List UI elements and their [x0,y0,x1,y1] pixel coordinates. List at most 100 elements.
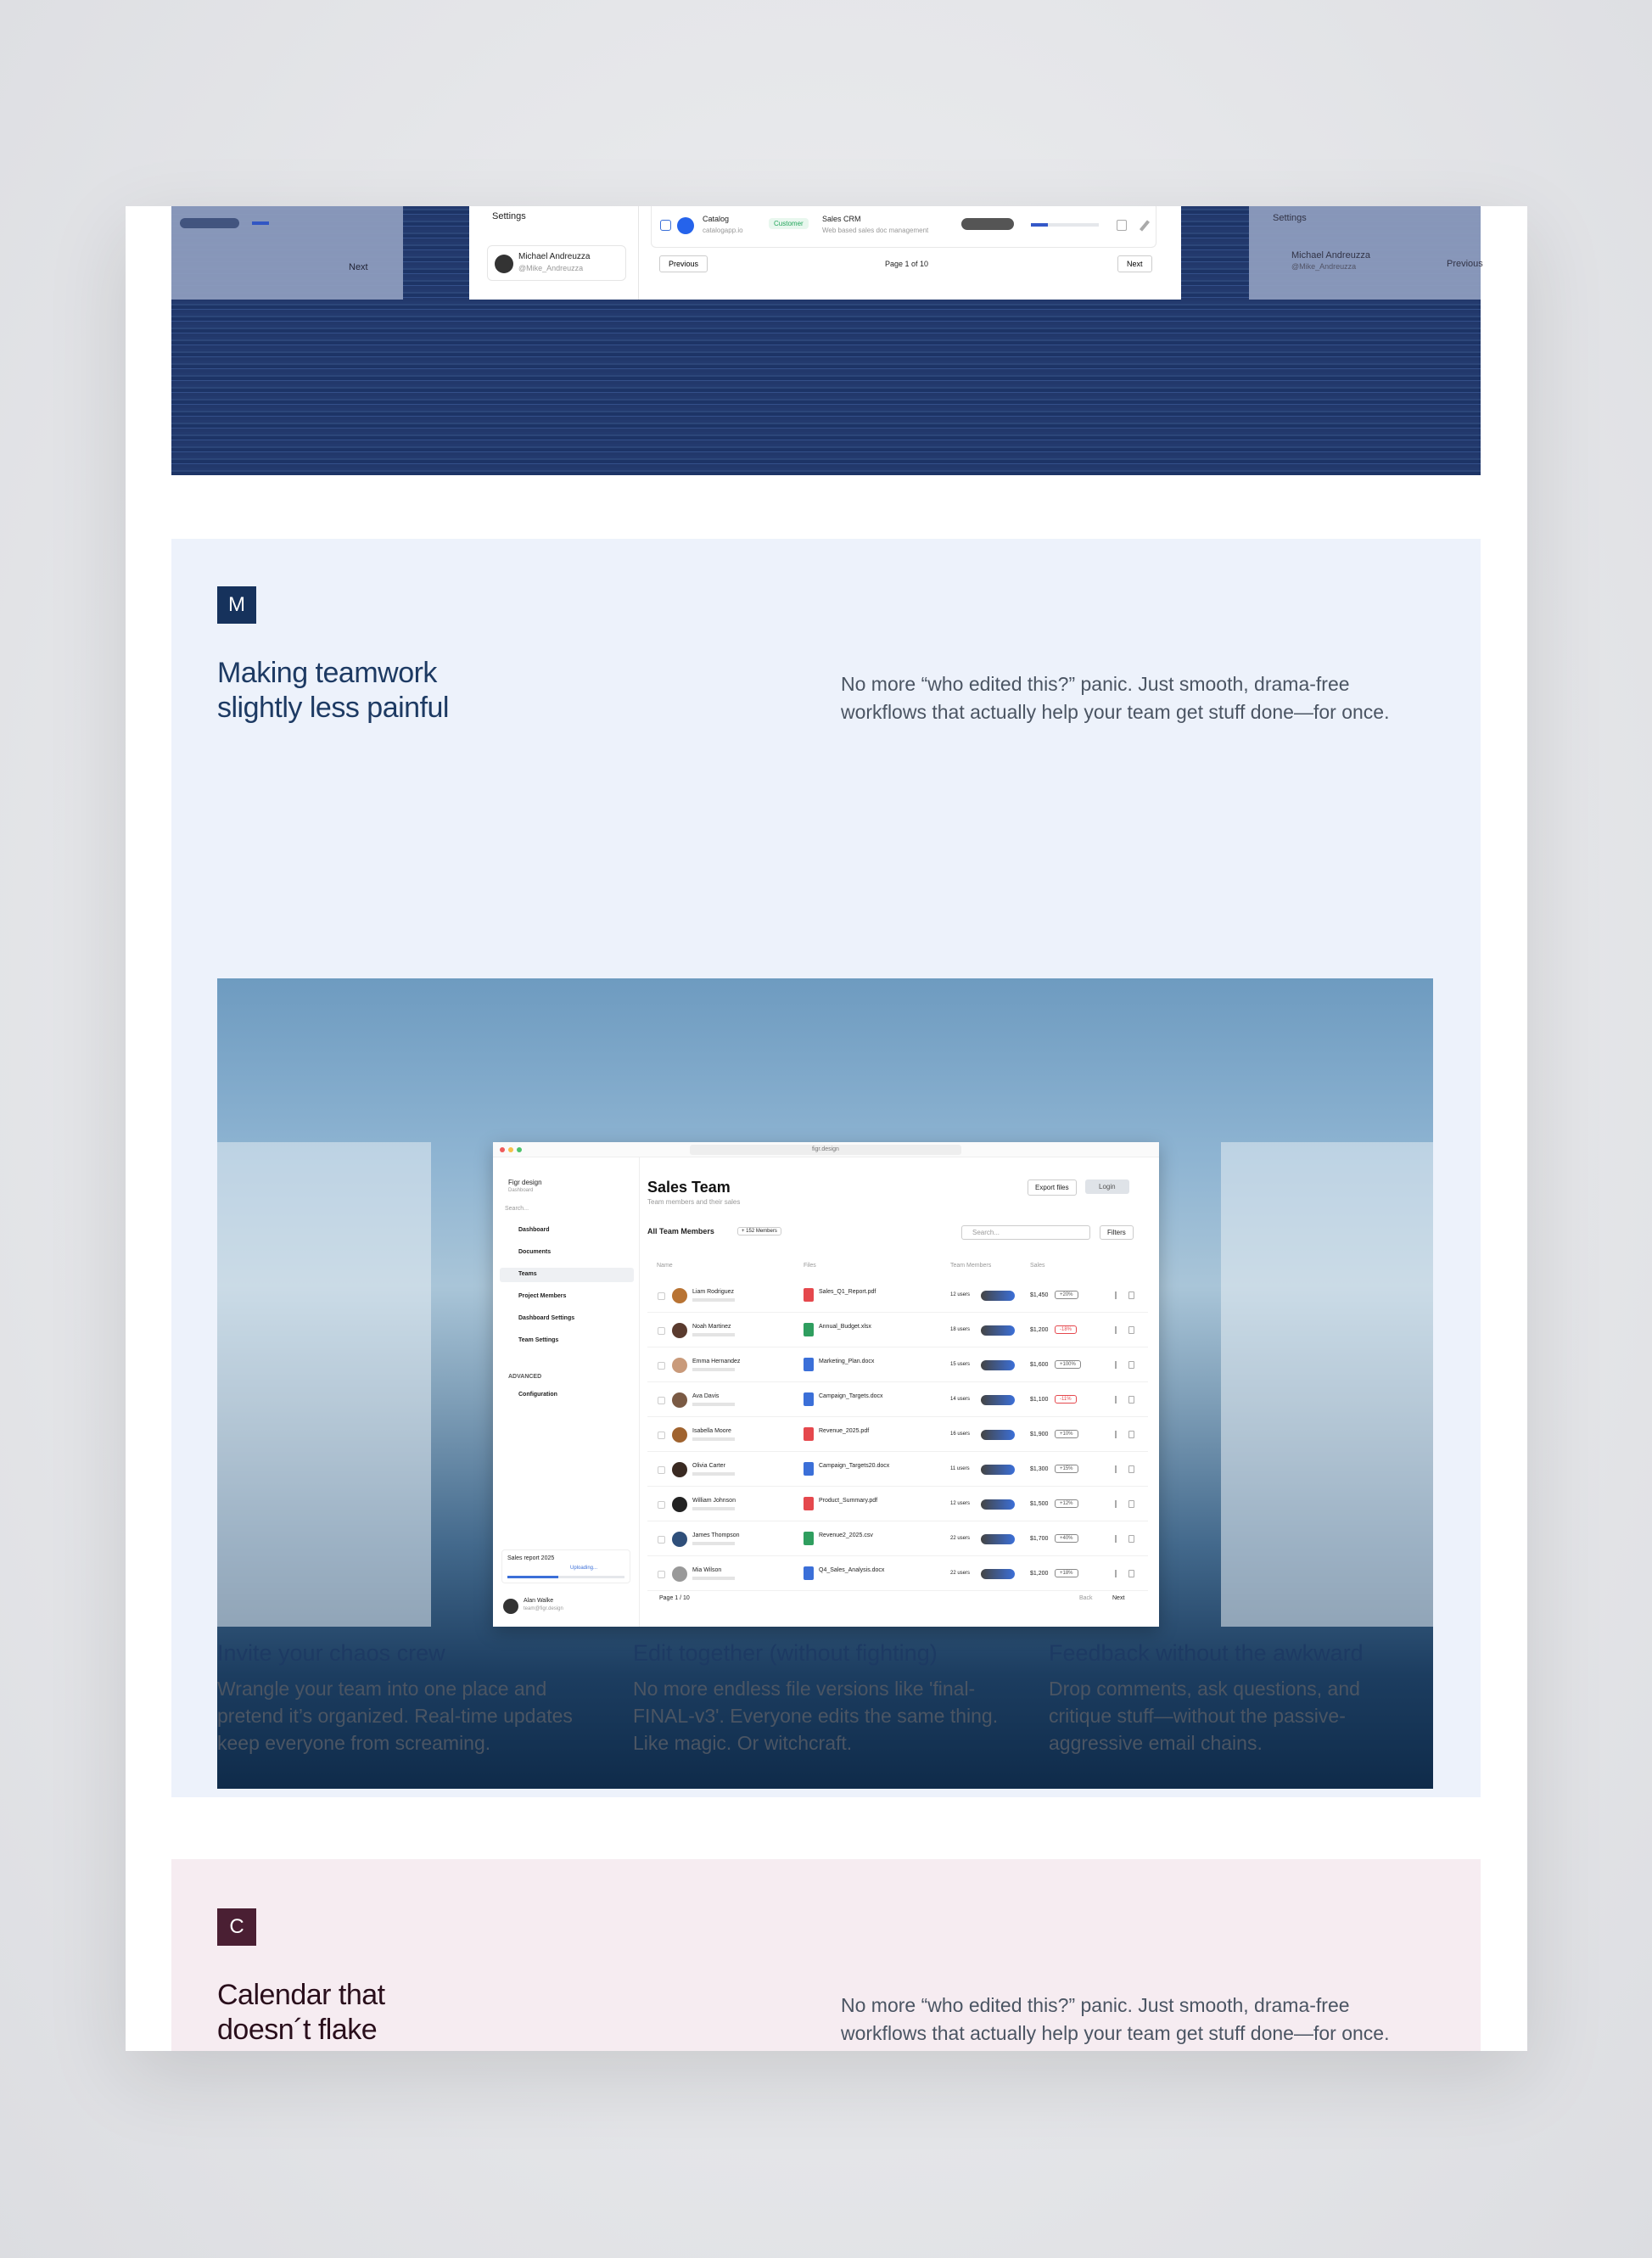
file-icon [804,1566,814,1580]
change-badge: +40% [1055,1534,1078,1543]
team-avatars [981,1499,1015,1510]
team-avatars [981,1360,1015,1370]
delete-icon[interactable] [1128,1361,1134,1369]
table-search[interactable]: Search... [961,1225,1090,1240]
nav-item[interactable]: Documents [518,1249,552,1255]
more-icon[interactable] [1115,1361,1117,1369]
title-line: doesn´t flake [217,2014,378,2046]
checkbox[interactable] [658,1362,665,1370]
more-icon[interactable] [1115,1431,1117,1438]
nav-item[interactable]: Team Settings [518,1337,559,1343]
checkbox[interactable] [658,1397,665,1404]
checkbox[interactable] [658,1432,665,1439]
checkbox[interactable] [658,1571,665,1578]
team-avatars [981,1465,1015,1475]
mockup-subtitle: Team members and their sales [647,1198,741,1206]
member-mail-line [692,1403,735,1406]
brand-sub: Dashboard [508,1188,534,1193]
user-box[interactable]: Michael Andreuzza @Mike_Andreuzza [487,245,626,281]
more-icon[interactable] [1115,1396,1117,1404]
member-name: Mia Wilson [692,1567,722,1573]
change-badge: +100% [1055,1360,1081,1369]
delete-icon[interactable] [1128,1570,1134,1577]
feature-text: FINAL-v3'. Everyone edits the same thing… [633,1705,999,1727]
member-name: James Thompson [692,1532,740,1538]
settings-label: Settings [492,211,526,221]
delete-icon[interactable] [1128,1465,1134,1473]
app-panel: Settings Michael Andreuzza @Mike_Andreuz… [469,206,1181,300]
team-avatars [981,1569,1015,1579]
file-icon [804,1288,814,1302]
checkbox[interactable] [658,1292,665,1300]
more-icon[interactable] [1115,1291,1117,1299]
product: Sales CRM [822,215,861,223]
feature-text: critique stuff—without the passive- [1049,1705,1346,1727]
more-icon[interactable] [1115,1326,1117,1334]
checkbox[interactable] [658,1501,665,1509]
nav-item[interactable]: Teams [518,1271,537,1277]
feature-text: keep everyone from screaming. [217,1732,491,1754]
checkbox[interactable] [658,1536,665,1544]
file-name: Product_Summary.pdf [819,1498,878,1504]
more-icon[interactable] [1115,1570,1117,1577]
checkbox[interactable] [658,1327,665,1335]
file-name: Campaign_Targets20.docx [819,1463,890,1469]
row-divider [647,1590,1148,1591]
nav-item[interactable]: Configuration [518,1392,557,1398]
user-handle: @Mike_Andreuzza [518,264,584,272]
checkbox[interactable] [658,1466,665,1474]
title-line: Making teamwork [217,657,437,689]
page-indicator: Page 1 of 10 [885,260,929,268]
previous-button[interactable]: Previous [659,255,708,272]
intro-line: workflows that actually help your team g… [841,2022,1390,2044]
more-icon[interactable] [1115,1465,1117,1473]
change-badge: +20% [1055,1291,1078,1299]
row-divider [647,1416,1148,1417]
nav-item[interactable]: Dashboard Settings [518,1315,575,1321]
next-button[interactable]: Next [1117,255,1152,272]
section-title: Making teamwork slightly less painful [217,656,449,726]
nav-item[interactable]: Dashboard [518,1227,550,1233]
delete-icon[interactable] [1128,1535,1134,1543]
delete-icon[interactable] [1128,1326,1134,1334]
upload-progress [507,1576,624,1578]
back-button[interactable]: Back [1079,1595,1093,1601]
team-size: 11 users [950,1466,970,1471]
member-mail-line [692,1472,735,1476]
delete-icon[interactable] [1128,1431,1134,1438]
team-avatars [981,1291,1015,1301]
more-icon[interactable] [1115,1500,1117,1508]
team-size: 12 users [950,1501,971,1506]
faded-mockup [217,1142,431,1627]
sidebar-search[interactable]: Search... [505,1206,529,1212]
more-icon[interactable] [1115,1535,1117,1543]
intro-line: workflows that actually help your team g… [841,701,1390,723]
delete-icon[interactable] [1128,1396,1134,1404]
team-size: 22 users [950,1536,971,1541]
export-button[interactable]: Export files [1028,1179,1077,1196]
edit-icon[interactable] [1139,220,1151,232]
filters-button[interactable]: Filters [1100,1225,1134,1240]
member-mail-line [692,1507,735,1510]
delete-icon[interactable] [1128,1291,1134,1299]
sales: $1,900 [1030,1432,1049,1437]
delete-icon[interactable] [1117,220,1127,231]
next-button[interactable]: Next [1112,1595,1125,1601]
sales: $1,450 [1030,1292,1049,1298]
team-avatars [981,1534,1015,1544]
mockup-title: Sales Team [647,1179,731,1196]
delete-icon[interactable] [1128,1500,1134,1508]
section-intro: No more “who edited this?” panic. Just s… [841,1992,1389,2048]
member-name: Emma Hernandez [692,1359,741,1364]
file-icon [804,1462,814,1476]
file-name: Q4_Sales_Analysis.docx [819,1567,885,1573]
checkbox[interactable] [660,220,671,231]
login-button[interactable]: Login [1085,1179,1129,1194]
page-indicator: Page 1 / 10 [659,1595,690,1601]
brand: Figr design [508,1179,542,1186]
avatar [672,1427,687,1443]
nav-heading: ADVANCED [508,1374,542,1380]
feature-text: aggressive email chains. [1049,1732,1263,1754]
nav-item[interactable]: Project Members [518,1293,567,1299]
row-title: Catalog [703,215,730,223]
